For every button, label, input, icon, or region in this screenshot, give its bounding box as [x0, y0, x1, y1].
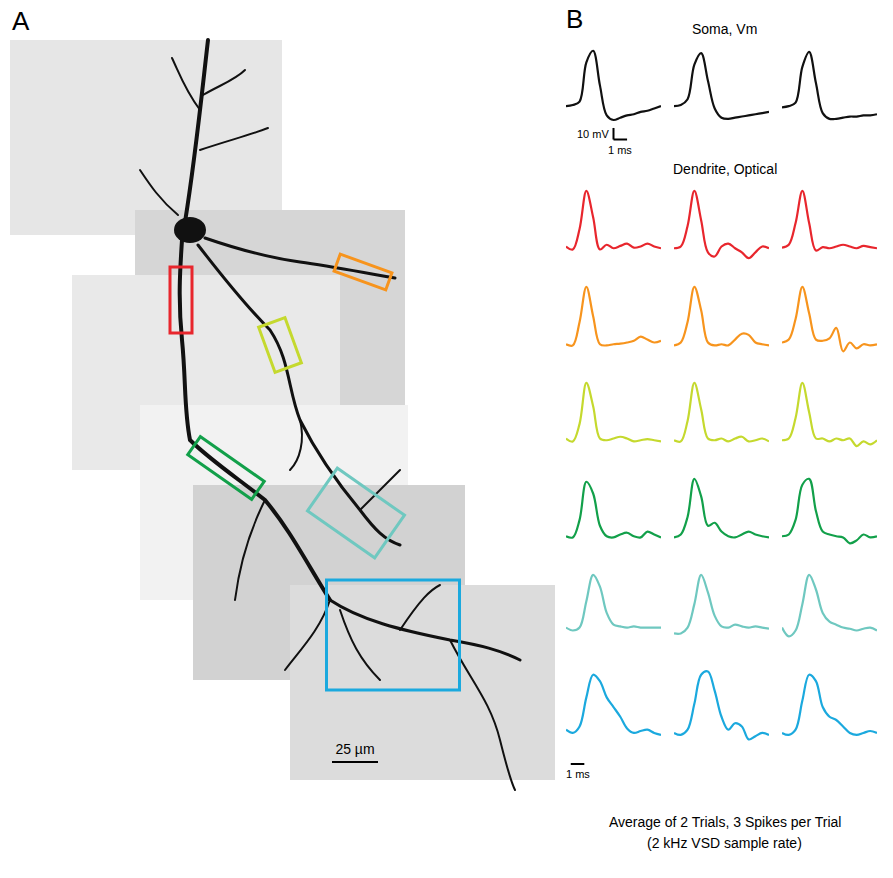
svg-text:1 ms: 1 ms — [566, 768, 590, 780]
svg-text:Average of 2 Trials, 3 Spikes: Average of 2 Trials, 3 Spikes per Trial — [609, 814, 841, 830]
svg-text:A: A — [12, 6, 30, 36]
svg-text:Dendrite, Optical: Dendrite, Optical — [673, 161, 777, 177]
svg-text:(2 kHz VSD sample rate): (2 kHz VSD sample rate) — [647, 835, 802, 851]
svg-text:Soma, Vm: Soma, Vm — [692, 21, 757, 37]
svg-text:10 mV: 10 mV — [577, 128, 609, 140]
html-text:B: B — [566, 4, 584, 34]
svg-text:25 µm: 25 µm — [335, 741, 374, 757]
svg-text:1 ms: 1 ms — [608, 144, 632, 156]
